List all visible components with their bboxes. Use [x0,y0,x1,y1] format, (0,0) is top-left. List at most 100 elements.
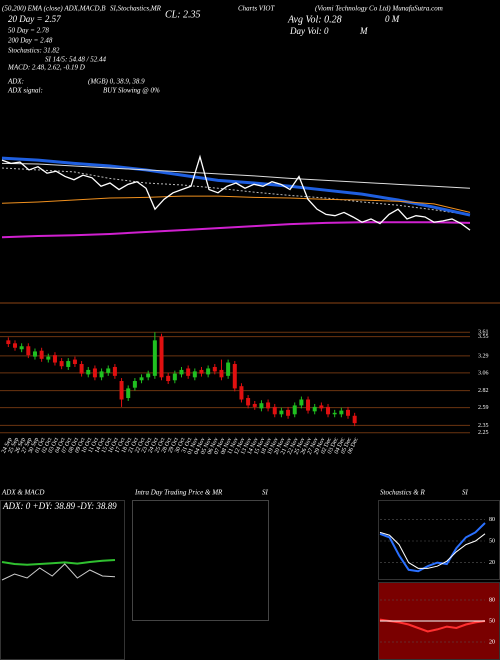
symbol: Charts VIOT [238,5,275,13]
ma-line [1,195,471,213]
candle-body [79,364,84,374]
candle-body [119,381,124,400]
candle-body [32,351,37,357]
adx-signal: ADX signal: [7,87,43,95]
candle-body [212,366,217,372]
candle-body [219,369,224,378]
y-tick-label: 80 [489,517,495,523]
candle-body [332,412,337,415]
panel-subtitle: ADX: 0 +DY: 38.89 -DY: 38.89 [2,501,117,511]
candle-body [159,336,164,378]
ma20: 20 Day = 2.57 [8,14,61,24]
candle-body [312,406,317,412]
candle-body [166,375,171,382]
candle-body [86,369,91,375]
y-tick-label: 2.82 [478,388,489,394]
candle-body [12,343,17,348]
candle-body [272,406,277,415]
candle-body [186,368,191,376]
price-line [1,154,471,231]
candle-body [106,368,111,373]
candle-body [326,406,331,415]
candle-body [206,368,211,375]
indicator-line [379,522,486,573]
candle-body [152,340,157,376]
avg-vol-unit: 0 M [385,14,400,24]
indicator-line [379,531,486,569]
candle-body [239,386,244,400]
candle-body [246,398,251,406]
candle-body [352,415,357,424]
panel-frame [132,500,269,621]
panel-subtitle: SI [262,489,269,497]
candle-body [39,350,44,359]
panel-title: Stochastics & R [380,489,425,497]
indicator-line [379,618,486,633]
ma-line [1,221,471,239]
candle-body [52,355,57,363]
candle-body [279,410,284,415]
ma-line [1,156,471,217]
candle-body [112,366,117,376]
indicator-line [1,559,116,566]
day-vol: Day Vol: 0 [289,26,329,36]
candle-body [126,388,131,399]
header-text: SI,Stochastics,MR [110,5,162,13]
candle-body [339,410,344,415]
candle-body [132,381,137,388]
stochastics: Stochastics: 31.82 [8,47,60,55]
candle-body [146,373,151,378]
ma50: 50 Day = 2.78 [8,27,49,35]
company: (Viomi Technology Co Ltd) MunafaSutra.co… [315,5,443,13]
candle-body [19,346,24,350]
candle-body [6,340,11,345]
candle-body [299,399,304,406]
y-tick-label: 3.29 [478,353,489,359]
ma-line [1,162,471,189]
ma200: 200 Day = 2.48 [8,37,53,45]
candle-body [46,356,51,360]
y-tick-label: 2.59 [478,405,489,411]
indicator-line [1,563,116,581]
candle-body [59,361,64,367]
panel-title: Intra Day Trading Price & MR [134,489,223,497]
panel-title: ADX & MACD [1,489,44,497]
y-tick-label: 2.25 [478,430,489,436]
candle-body [259,403,264,409]
candle-body [319,405,324,409]
y-tick-label: 20 [489,560,495,566]
y-tick-label: 50 [489,618,495,624]
y-tick-label: 50 [489,538,495,544]
adx-values: (MGB) 0, 38.9, 38.9 [88,78,145,86]
y-tick-label: 3.06 [478,370,489,376]
candle-body [99,371,104,378]
candle-body [252,403,257,407]
header-text: (50,200) EMA (close) ADX,MACD,B [2,5,106,13]
close-price: CL: 2.35 [165,9,201,20]
adx: ADX: [7,78,24,86]
candle-body [172,373,177,381]
candle-body [139,377,144,381]
candle-body [286,409,291,416]
macd: MACD: 2.48, 2.62, -0.19 D [7,64,85,72]
signal: BUY Slowing @ 0% [103,87,160,95]
candle-body [226,362,231,376]
candle-body [232,364,237,389]
candle-body [266,402,271,409]
candle-body [66,361,71,367]
candle-body [72,359,77,365]
y-tick-label: 80 [489,597,495,603]
si: SI 14/5: 54.48 / 52.44 [45,56,107,64]
candle-body [179,369,184,375]
candle-body [199,369,204,374]
y-tick-label: 20 [489,639,495,645]
candle-body [92,368,97,378]
day-vol-unit: M [359,26,368,36]
panel-subtitle: SI [462,489,469,497]
candle-body [306,399,311,411]
y-tick-label: 3.55 [478,334,489,340]
candle-body [26,346,31,356]
